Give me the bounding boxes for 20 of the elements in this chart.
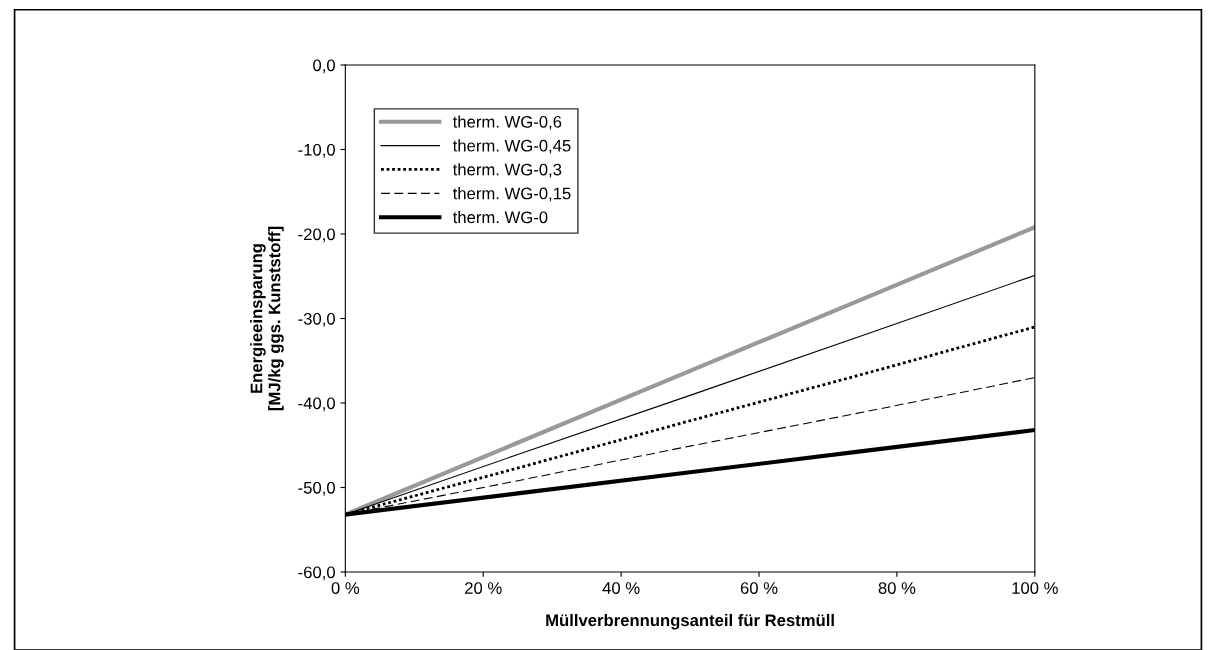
y-tick-label: -30,0: [298, 312, 335, 327]
legend-label: therm. WG-0: [452, 210, 548, 224]
y-tick-label: -20,0: [298, 228, 335, 243]
y-tick-label: -60,0: [298, 566, 335, 581]
legend-label: therm. WG-0,6: [452, 115, 562, 130]
y-tick-label: -40,0: [298, 397, 335, 412]
x-tick-label: 100 %: [1012, 582, 1058, 594]
y-tick-label: -10,0: [298, 143, 335, 158]
y-axis-title: Energieeinsparung [MJ/kg ggs. Kunststoff]: [250, 226, 284, 411]
x-tick-label: 0 %: [331, 582, 360, 594]
legend-label: therm. WG-0,15: [452, 187, 571, 202]
legend-label: therm. WG-0,45: [452, 139, 571, 154]
legend-label: therm. WG-0,3: [452, 163, 562, 178]
x-tick-label: 20 %: [465, 582, 502, 594]
x-tick-label: 80 %: [878, 582, 916, 594]
x-tick-label: 60 %: [740, 582, 778, 594]
y-tick-label: 0,0: [313, 59, 335, 74]
y-tick-label: -50,0: [298, 481, 335, 496]
x-tick-label: 40 %: [602, 582, 640, 594]
x-axis-title: Müllverbrennungsanteil für Restmüll: [546, 613, 834, 630]
